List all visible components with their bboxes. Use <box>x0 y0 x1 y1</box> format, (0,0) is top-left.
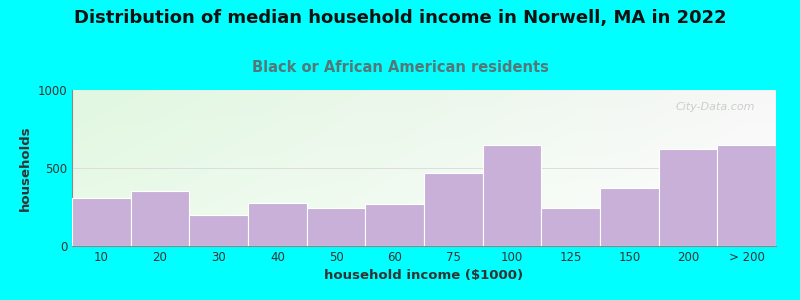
Bar <box>542 208 600 246</box>
Bar <box>482 145 542 246</box>
Bar <box>72 198 130 246</box>
Bar <box>130 190 190 246</box>
Bar <box>658 149 718 246</box>
Bar <box>424 173 482 246</box>
X-axis label: household income ($1000): household income ($1000) <box>325 269 523 282</box>
Bar <box>366 204 424 246</box>
Text: Distribution of median household income in Norwell, MA in 2022: Distribution of median household income … <box>74 9 726 27</box>
Y-axis label: households: households <box>19 125 32 211</box>
Bar <box>600 188 658 246</box>
Text: City-Data.com: City-Data.com <box>675 103 755 112</box>
Bar <box>718 145 776 246</box>
Bar <box>190 215 248 246</box>
Bar <box>306 208 366 246</box>
Bar <box>248 203 306 246</box>
Text: Black or African American residents: Black or African American residents <box>251 60 549 75</box>
